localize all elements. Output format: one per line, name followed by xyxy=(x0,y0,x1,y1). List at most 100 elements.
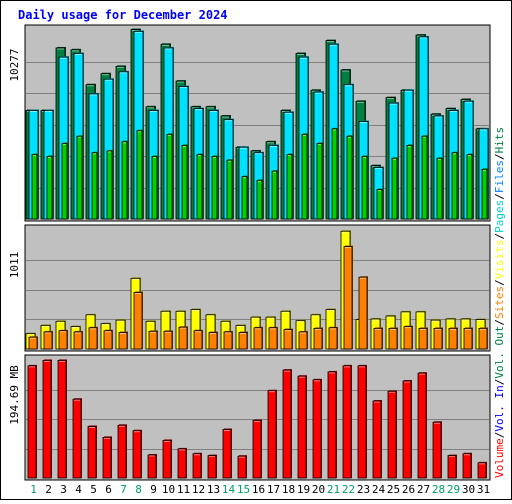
bar-sites-day-22 xyxy=(343,246,353,350)
bar-pages-day-6 xyxy=(106,150,113,220)
x-tick-label-day-5: 5 xyxy=(90,483,97,496)
bar-sites-day-26 xyxy=(403,326,413,350)
legend-: / xyxy=(493,432,506,439)
bar-volume-day-23 xyxy=(357,365,367,479)
bar-pages-day-30 xyxy=(466,154,473,220)
legend-hits: Hits xyxy=(493,127,506,154)
bar-pages-day-25 xyxy=(391,157,398,220)
bar-volume-day-11 xyxy=(177,448,187,479)
x-tick-label-day-28: 28 xyxy=(432,483,445,496)
x-tick-label-day-11: 11 xyxy=(177,483,190,496)
x-tick-label-day-2: 2 xyxy=(45,483,52,496)
bar-pages-day-28 xyxy=(436,157,443,220)
bar-sites-day-10 xyxy=(163,330,173,350)
bar-pages-day-23 xyxy=(361,156,368,220)
x-tick-label-day-14: 14 xyxy=(222,483,236,496)
bar-pages-day-12 xyxy=(196,154,203,220)
bar-volume-day-21 xyxy=(327,371,337,479)
legend-text: Volume/Vol. In/Vol. Out/Sites/Visits/Pag… xyxy=(493,127,506,478)
bar-pages-day-15 xyxy=(241,176,248,220)
bar-volume-day-14 xyxy=(222,429,232,479)
legend-: / xyxy=(493,233,506,240)
panels-layer: 10277 1011 194.69 MB xyxy=(8,24,491,481)
legend-vol-out: Vol. Out xyxy=(493,326,506,379)
bar-sites-day-27 xyxy=(418,328,428,350)
bar-volume-day-4 xyxy=(72,398,82,479)
bar-pages-day-24 xyxy=(376,189,383,220)
bar-pages-day-21 xyxy=(331,128,338,220)
bar-pages-day-29 xyxy=(451,152,458,220)
bar-pages-day-3 xyxy=(61,143,68,220)
bar-volume-day-26 xyxy=(402,380,412,479)
bar-volume-day-28 xyxy=(432,421,442,479)
x-tick-label-day-25: 25 xyxy=(387,483,400,496)
bar-sites-day-24 xyxy=(373,328,383,350)
bar-sites-day-13 xyxy=(208,332,218,350)
x-tick-label-day-15: 15 xyxy=(237,483,250,496)
series-volume xyxy=(27,359,487,479)
y-max-label-volume: 194.69 MB xyxy=(8,365,21,425)
x-tick-label-day-22: 22 xyxy=(342,483,355,496)
bar-volume-day-10 xyxy=(162,440,172,479)
bar-volume-day-20 xyxy=(312,379,322,479)
bar-sites-day-16 xyxy=(253,327,263,350)
bar-sites-day-12 xyxy=(193,330,203,350)
panel-volume: 194.69 MB xyxy=(8,354,491,481)
bar-sites-day-8 xyxy=(133,292,143,350)
x-tick-label-day-16: 16 xyxy=(252,483,265,496)
bar-sites-day-21 xyxy=(328,327,338,350)
bar-sites-day-19 xyxy=(298,331,308,350)
bar-volume-day-2 xyxy=(42,360,52,479)
bar-volume-day-12 xyxy=(192,453,202,479)
x-tick-labels: 1 2 3 4 5 6 7 8 9 10 11 12 13 14 15 16 17 18 19 20 21 22 23 24 2… xyxy=(30,483,490,496)
bar-pages-day-9 xyxy=(151,156,158,220)
bar-sites-day-14 xyxy=(223,331,233,350)
bar-volume-day-25 xyxy=(387,390,397,479)
bar-sites-day-17 xyxy=(268,327,278,350)
bar-sites-day-2 xyxy=(43,331,53,350)
bar-pages-day-18 xyxy=(286,154,293,220)
x-tick-label-day-31: 31 xyxy=(477,483,490,496)
bar-volume-day-31 xyxy=(477,462,487,479)
bar-volume-day-16 xyxy=(252,420,262,479)
legend-volume: Volume xyxy=(493,438,506,478)
bar-volume-day-27 xyxy=(417,372,427,479)
legend-: / xyxy=(493,193,506,200)
bar-sites-day-23 xyxy=(358,276,368,350)
bar-pages-day-7 xyxy=(121,141,128,220)
x-tick-label-day-7: 7 xyxy=(120,483,127,496)
bar-pages-day-2 xyxy=(46,156,53,220)
bar-pages-day-11 xyxy=(181,145,188,220)
bar-pages-day-5 xyxy=(91,152,98,220)
bar-pages-day-4 xyxy=(76,135,83,220)
legend-pages: Pages xyxy=(493,200,506,233)
bar-sites-day-15 xyxy=(238,332,248,350)
series-sites xyxy=(28,245,488,350)
bar-volume-day-15 xyxy=(237,455,247,479)
x-tick-label-day-12: 12 xyxy=(192,483,205,496)
bar-sites-day-28 xyxy=(433,328,443,350)
x-tick-label-day-8: 8 xyxy=(135,483,142,496)
bar-pages-day-19 xyxy=(301,134,308,220)
x-tick-label-day-19: 19 xyxy=(297,483,310,496)
bar-pages-day-16 xyxy=(256,179,263,220)
bar-volume-day-6 xyxy=(102,436,112,479)
bar-sites-day-7 xyxy=(118,332,128,350)
bar-volume-day-1 xyxy=(27,365,37,479)
x-tick-label-day-24: 24 xyxy=(372,483,386,496)
x-tick-label-day-13: 13 xyxy=(207,483,220,496)
bar-volume-day-17 xyxy=(267,390,277,479)
bar-sites-day-5 xyxy=(88,327,98,350)
bar-pages-day-31 xyxy=(481,168,488,220)
bar-pages-day-27 xyxy=(421,135,428,220)
x-tick-label-day-21: 21 xyxy=(327,483,340,496)
x-tick-label-day-17: 17 xyxy=(267,483,280,496)
x-tick-label-day-23: 23 xyxy=(357,483,370,496)
bar-volume-day-7 xyxy=(117,424,127,479)
bar-volume-day-22 xyxy=(342,365,352,479)
right-legend: Volume/Vol. In/Vol. Out/Sites/Visits/Pag… xyxy=(493,127,506,478)
x-tick-label-day-26: 26 xyxy=(402,483,415,496)
x-tick-label-day-27: 27 xyxy=(417,483,430,496)
bar-sites-day-25 xyxy=(388,328,398,350)
bar-sites-day-6 xyxy=(103,330,113,350)
